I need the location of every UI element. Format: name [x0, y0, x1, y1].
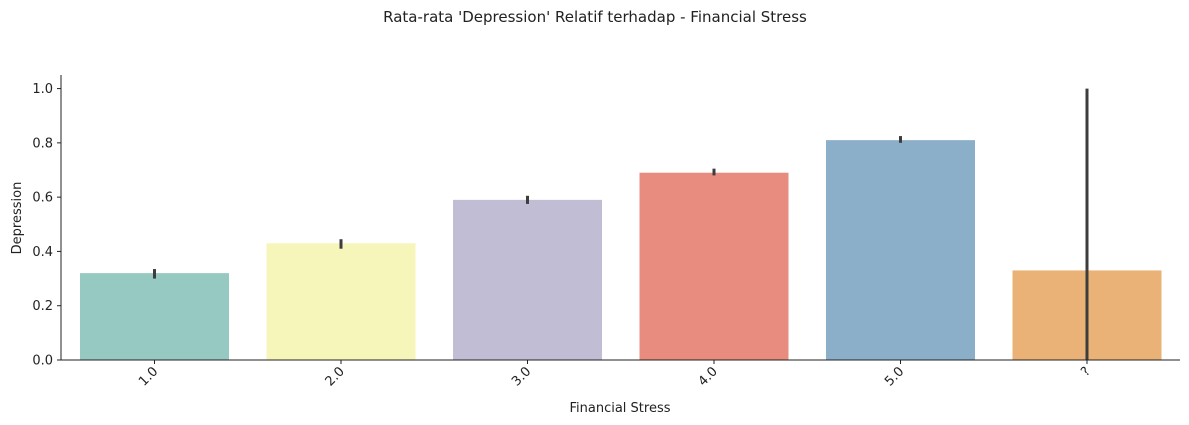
chart-title: Rata-rata 'Depression' Relatif terhadap …: [383, 8, 807, 26]
bar-3: [639, 172, 789, 360]
x-tick-label-2: 3.0: [509, 364, 534, 389]
bars-group: [80, 140, 1162, 360]
y-axis: 0.0 0.2 0.4 0.6 0.8 1.0: [32, 82, 61, 369]
x-tick-label-1: 2.0: [323, 364, 348, 389]
bar-1: [266, 243, 416, 360]
x-tick-label-0: 1.0: [136, 364, 161, 389]
y-tick-label-3: 0.6: [32, 191, 53, 206]
y-tick-label-1: 0.2: [32, 299, 53, 314]
y-tick-label-5: 1.0: [32, 82, 53, 97]
y-axis-title: Depression: [10, 182, 25, 255]
x-axis-title: Financial Stress: [569, 401, 670, 416]
y-tick-label-4: 0.8: [32, 136, 53, 151]
bar-4: [826, 140, 975, 360]
x-axis: 1.0 2.0 3.0 4.0 5.0?: [136, 360, 1094, 389]
error-bars-group: [153, 88, 1089, 360]
x-tick-label-5: ?: [1078, 364, 1093, 379]
x-tick-label-3: 4.0: [696, 364, 721, 389]
bar-2: [453, 199, 602, 360]
x-tick-label-4: 5.0: [882, 364, 907, 389]
bar-0: [80, 273, 229, 360]
y-tick-label-2: 0.4: [32, 245, 53, 260]
y-tick-label-0: 0.0: [32, 354, 53, 369]
